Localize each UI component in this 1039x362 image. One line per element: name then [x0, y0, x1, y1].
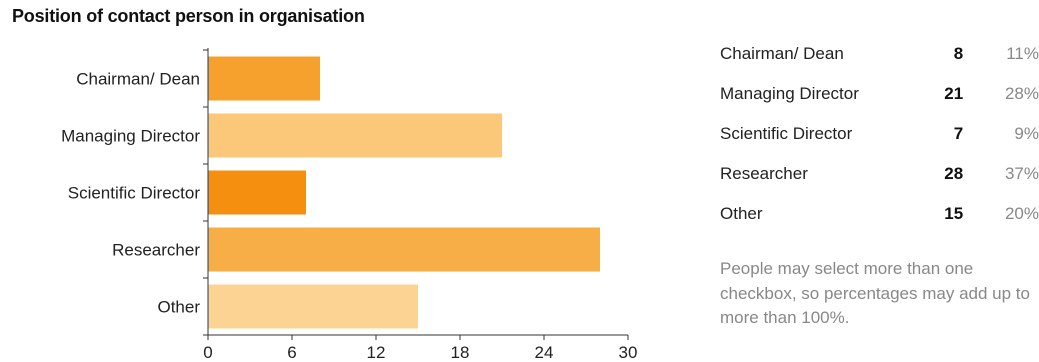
summary-row-percent: 28% [1004, 84, 1039, 103]
summary-row-percent: 9% [1014, 124, 1039, 143]
summary-row: Other 15 20% [720, 194, 1039, 234]
category-label: Researcher [112, 241, 200, 260]
bar [208, 227, 600, 272]
summary-row-label: Chairman/ Dean [720, 44, 844, 63]
summary-row-percent: 11% [1006, 44, 1039, 63]
summary-row-percent: 20% [1004, 204, 1039, 223]
bar-chart: Chairman/ Dean Managing Director Scientifi… [61, 48, 638, 362]
percentage-note: People may select more than one checkbox… [720, 259, 1030, 327]
summary-row-count: 15 [944, 204, 964, 223]
category-label: Scientific Director [68, 184, 201, 203]
category-label: Other [157, 298, 200, 317]
x-tick-label: 6 [287, 343, 296, 362]
x-tick-label: 0 [203, 343, 212, 362]
chart-title: Position of contact person in organisati… [12, 6, 365, 26]
summary-row-count: 21 [944, 84, 964, 103]
bar [208, 113, 502, 158]
summary-row: Researcher 28 37% [720, 154, 1039, 194]
bar [208, 170, 306, 215]
summary-row: Chairman/ Dean 8 11% [720, 34, 1039, 74]
summary-row-count: 7 [953, 124, 964, 143]
summary-table: Chairman/ Dean 8 11% Managing Director 2… [720, 34, 1039, 234]
x-tick-label: 12 [367, 343, 386, 362]
x-tick-label: 24 [535, 343, 554, 362]
x-tick-label: 30 [619, 343, 638, 362]
summary-row: Scientific Director 7 9% [720, 114, 1039, 154]
x-tick-label: 18 [451, 343, 470, 362]
summary-row-count: 28 [944, 164, 964, 183]
summary-row-label: Researcher [720, 164, 808, 183]
summary-row-percent: 37% [1004, 164, 1039, 183]
bar [208, 284, 418, 329]
bar [208, 56, 320, 101]
category-label: Chairman/ Dean [76, 70, 200, 89]
summary-row-label: Scientific Director [720, 124, 853, 143]
summary-row-label: Managing Director [720, 84, 859, 103]
summary-row: Managing Director 21 28% [720, 74, 1039, 114]
summary-row-label: Other [720, 204, 763, 223]
summary-row-count: 8 [953, 44, 964, 63]
category-label: Managing Director [61, 127, 200, 146]
